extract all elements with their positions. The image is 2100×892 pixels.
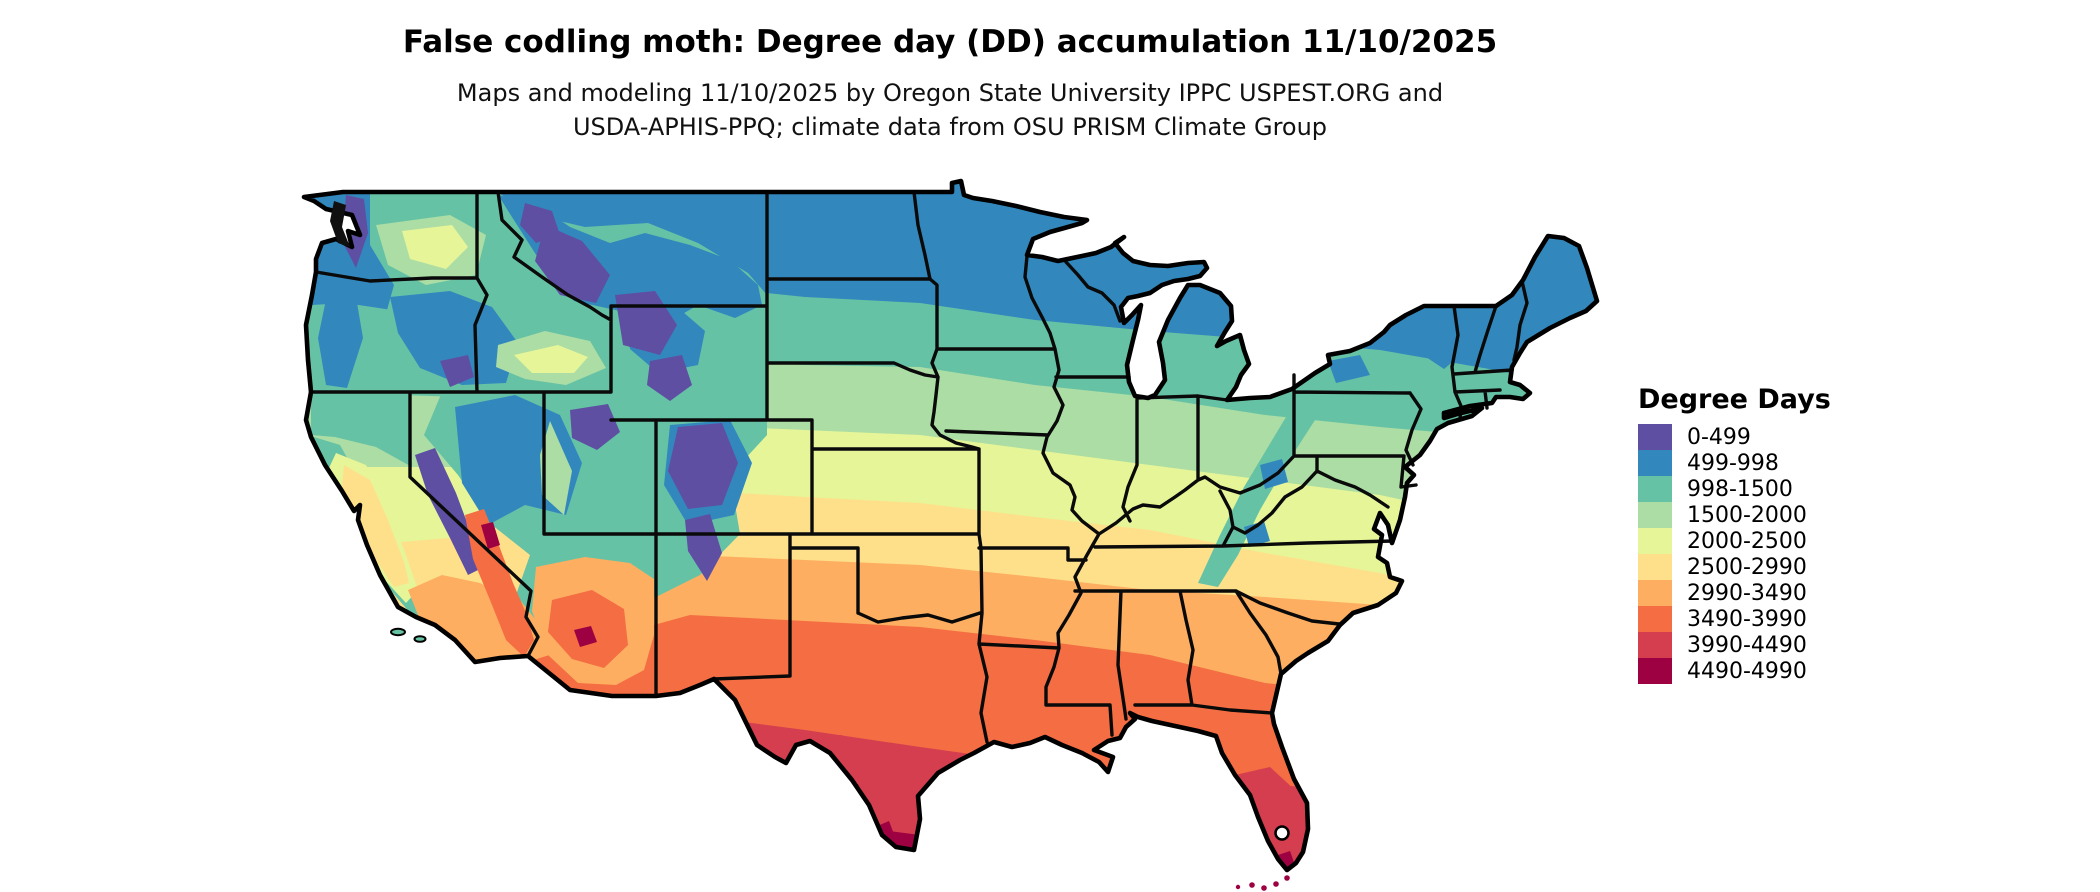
legend-label: 2000-2500 bbox=[1687, 528, 1807, 554]
map-subtitle-line1: Maps and modeling 11/10/2025 by Oregon S… bbox=[456, 79, 1444, 107]
lake-okeechobee bbox=[1274, 825, 1290, 841]
legend-label: 2990-3490 bbox=[1687, 580, 1807, 606]
florida-keys bbox=[1235, 875, 1290, 891]
state-borders bbox=[309, 190, 1529, 744]
legend-row: 3490-3990 bbox=[1638, 606, 1831, 632]
legend-swatch bbox=[1638, 476, 1672, 502]
channel-island bbox=[413, 635, 427, 643]
legend-row: 2990-3490 bbox=[1638, 580, 1831, 606]
legend-swatch bbox=[1638, 450, 1672, 476]
legend-swatch bbox=[1638, 528, 1672, 554]
legend-swatch bbox=[1638, 658, 1672, 684]
us-degree-day-map bbox=[230, 135, 1610, 891]
legend-swatch bbox=[1638, 502, 1672, 528]
legend-title: Degree Days bbox=[1638, 384, 1831, 415]
legend-swatch bbox=[1638, 632, 1672, 658]
legend-label: 998-1500 bbox=[1687, 476, 1793, 502]
legend-row: 2500-2990 bbox=[1638, 554, 1831, 580]
legend-row: 998-1500 bbox=[1638, 476, 1831, 502]
legend-swatch bbox=[1638, 606, 1672, 632]
legend-label: 3490-3990 bbox=[1687, 606, 1807, 632]
legend-label: 499-998 bbox=[1687, 450, 1779, 476]
legend-label: 2500-2990 bbox=[1687, 554, 1807, 580]
map-subtitle-line2: USDA-APHIS-PPQ; climate data from OSU PR… bbox=[572, 113, 1328, 141]
legend-label: 4490-4990 bbox=[1687, 658, 1807, 684]
legend-row: 4490-4990 bbox=[1638, 658, 1831, 684]
legend-row: 3990-4490 bbox=[1638, 632, 1831, 658]
puget-sound bbox=[330, 201, 350, 247]
channel-island bbox=[390, 627, 406, 637]
legend-row: 1500-2000 bbox=[1638, 502, 1831, 528]
legend-items: 0-499 499-998 998-1500 1500-2000 2000-2500 25… bbox=[1638, 424, 1831, 684]
degree-days-legend: Degree Days 0-499 499-998 998-1500 1500-200… bbox=[1638, 384, 1831, 684]
legend-swatch bbox=[1638, 554, 1672, 580]
legend-row: 499-998 bbox=[1638, 450, 1831, 476]
legend-label: 3990-4490 bbox=[1687, 632, 1807, 658]
legend-row: 0-499 bbox=[1638, 424, 1831, 450]
map-title: False codling moth: Degree day (DD) accu… bbox=[402, 24, 1498, 60]
legend-swatch bbox=[1638, 580, 1672, 606]
legend-label: 1500-2000 bbox=[1687, 502, 1807, 528]
legend-swatch bbox=[1638, 424, 1672, 450]
map-subtitle: Maps and modeling 11/10/2025 by Oregon S… bbox=[0, 76, 1900, 144]
legend-label: 0-499 bbox=[1687, 424, 1751, 450]
legend-row: 2000-2500 bbox=[1638, 528, 1831, 554]
